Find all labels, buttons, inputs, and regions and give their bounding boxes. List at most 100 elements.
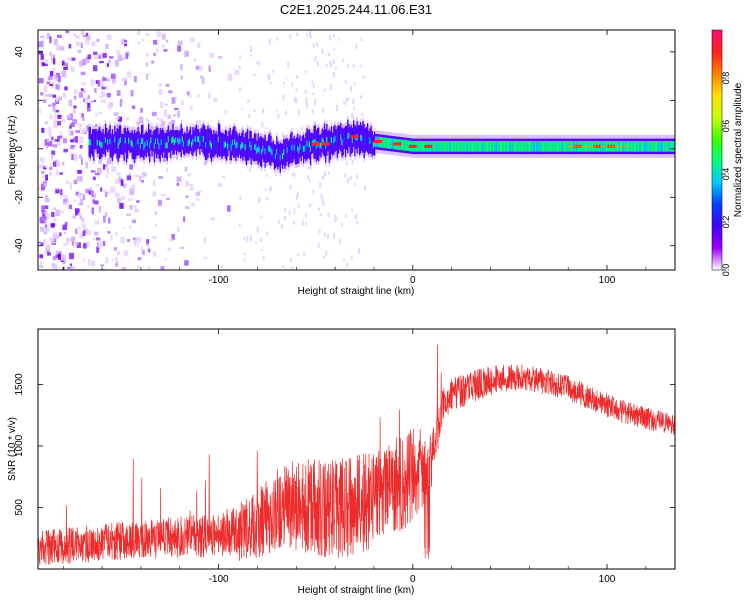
spectrogram-band-core xyxy=(672,141,674,152)
spectrogram-speckle xyxy=(39,216,44,224)
spectrogram-hotspot xyxy=(608,145,611,148)
spectrogram-hotspot xyxy=(568,145,570,148)
spectrogram-band-core xyxy=(157,138,159,145)
spectrogram-speckle xyxy=(276,109,279,112)
spectrogram-speckle xyxy=(148,265,151,270)
spectrogram-speckle xyxy=(199,66,203,72)
spectrogram-speckle xyxy=(138,116,144,123)
spectrogram-band-core xyxy=(505,141,508,152)
spectrogram-band-core xyxy=(104,137,107,144)
spectrogram-speckle xyxy=(53,38,58,46)
spectrogram-speckle xyxy=(291,173,294,176)
spectrogram-band-outer xyxy=(349,126,351,157)
spectrogram-band-core xyxy=(532,141,534,152)
spectrogram-band-core xyxy=(269,146,271,152)
spectrogram-band-outer xyxy=(159,128,161,162)
spectrogram-speckle xyxy=(95,237,101,241)
spectrogram-band-core xyxy=(270,147,272,154)
spectrogram-band-core xyxy=(489,141,491,152)
spectrogram-speckle xyxy=(59,194,64,198)
spectrogram-band-core xyxy=(373,140,376,147)
spectrogram-speckle xyxy=(309,30,312,35)
spectrogram-speckle xyxy=(46,32,50,40)
spectrogram-speckle xyxy=(176,110,181,118)
spectrogram-speckle xyxy=(57,76,61,83)
spectrogram-speckle xyxy=(82,58,87,66)
spectrogram-band-core xyxy=(633,141,636,152)
spectrogram-band-outer xyxy=(365,127,368,152)
spectrogram-band-core xyxy=(459,141,461,152)
spectrogram-y-tick-label: 20 xyxy=(14,94,25,106)
spectrogram-band-core xyxy=(581,141,583,152)
spectrogram-band-core xyxy=(644,141,646,152)
spectrogram-speckle xyxy=(55,255,60,258)
spectrogram-band-core xyxy=(154,138,157,145)
spectrogram-band-core xyxy=(474,141,476,152)
spectrogram-hotspot xyxy=(611,145,614,148)
spectrogram-band-core xyxy=(506,141,509,152)
spectrogram-band-core xyxy=(651,141,653,152)
spectrogram-speckle xyxy=(347,63,350,69)
spectrogram-speckle xyxy=(80,88,84,92)
spectrogram-band-core xyxy=(480,141,482,152)
spectrogram-speckle xyxy=(334,154,337,160)
spectrogram-speckle xyxy=(199,75,204,79)
spectrogram-band-core xyxy=(390,138,392,149)
spectrogram-speckle xyxy=(47,138,50,143)
spectrogram-speckle xyxy=(59,46,65,51)
spectrogram-speckle xyxy=(38,78,44,84)
spectrogram-speckle xyxy=(48,252,52,256)
spectrogram-band-outer xyxy=(328,129,330,163)
spectrogram-speckle xyxy=(85,97,90,104)
spectrogram-band-outer xyxy=(287,140,290,167)
spectrogram-speckle xyxy=(314,98,317,105)
spectrogram-band-core xyxy=(448,141,450,152)
spectrogram-band-outer xyxy=(344,126,347,158)
spectrogram-speckle xyxy=(44,94,50,97)
spectrogram-band-core xyxy=(560,141,562,152)
spectrogram-band-core xyxy=(165,142,167,149)
spectrogram-speckle xyxy=(145,118,149,122)
spectrogram-speckle xyxy=(116,50,121,55)
spectrogram-band-core xyxy=(196,136,199,143)
spectrogram-band-outer xyxy=(112,134,115,156)
spectrogram-band-core xyxy=(551,141,553,152)
spectrogram-speckle xyxy=(319,213,322,217)
spectrogram-speckle xyxy=(260,248,263,252)
spectrogram-speckle xyxy=(297,204,300,209)
spectrogram-band-core xyxy=(118,138,121,145)
spectrogram-band-core xyxy=(549,141,552,152)
spectrogram-speckle xyxy=(55,72,60,77)
spectrogram-speckle xyxy=(180,75,183,80)
spectrogram-speckle xyxy=(257,61,260,66)
spectrogram-speckle xyxy=(52,94,56,98)
spectrogram-band-core xyxy=(146,139,149,146)
spectrogram-speckle xyxy=(47,127,52,133)
spectrogram-speckle xyxy=(140,174,145,179)
colorbar-tick-label: 0.8 xyxy=(721,72,731,85)
spectrogram-speckle xyxy=(179,246,185,249)
spectrogram-speckle xyxy=(141,246,144,250)
spectrogram-speckle xyxy=(293,99,296,103)
spectrogram-band-core xyxy=(667,141,670,152)
spectrogram-speckle xyxy=(61,70,67,77)
spectrogram-band-core xyxy=(468,141,470,152)
spectrogram-speckle xyxy=(44,205,49,210)
spectrogram-speckle xyxy=(43,85,48,92)
spectrogram-speckle xyxy=(55,76,59,81)
spectrogram-band-core xyxy=(279,154,281,161)
spectrogram-band-core xyxy=(552,141,554,152)
spectrogram-speckle xyxy=(333,71,336,78)
spectrogram-speckle xyxy=(161,121,166,127)
spectrogram-speckle xyxy=(106,78,110,82)
spectrogram-speckle xyxy=(360,37,363,42)
spectrogram-band-outer xyxy=(105,127,108,150)
spectrogram-speckle xyxy=(238,224,241,227)
spectrogram-speckle xyxy=(61,60,65,67)
spectrogram-band-core xyxy=(673,141,675,152)
spectrogram-speckle xyxy=(92,199,95,204)
spectrogram-band-core xyxy=(590,141,593,152)
spectrogram-band-core xyxy=(305,144,307,150)
spectrogram-speckle xyxy=(161,193,167,197)
